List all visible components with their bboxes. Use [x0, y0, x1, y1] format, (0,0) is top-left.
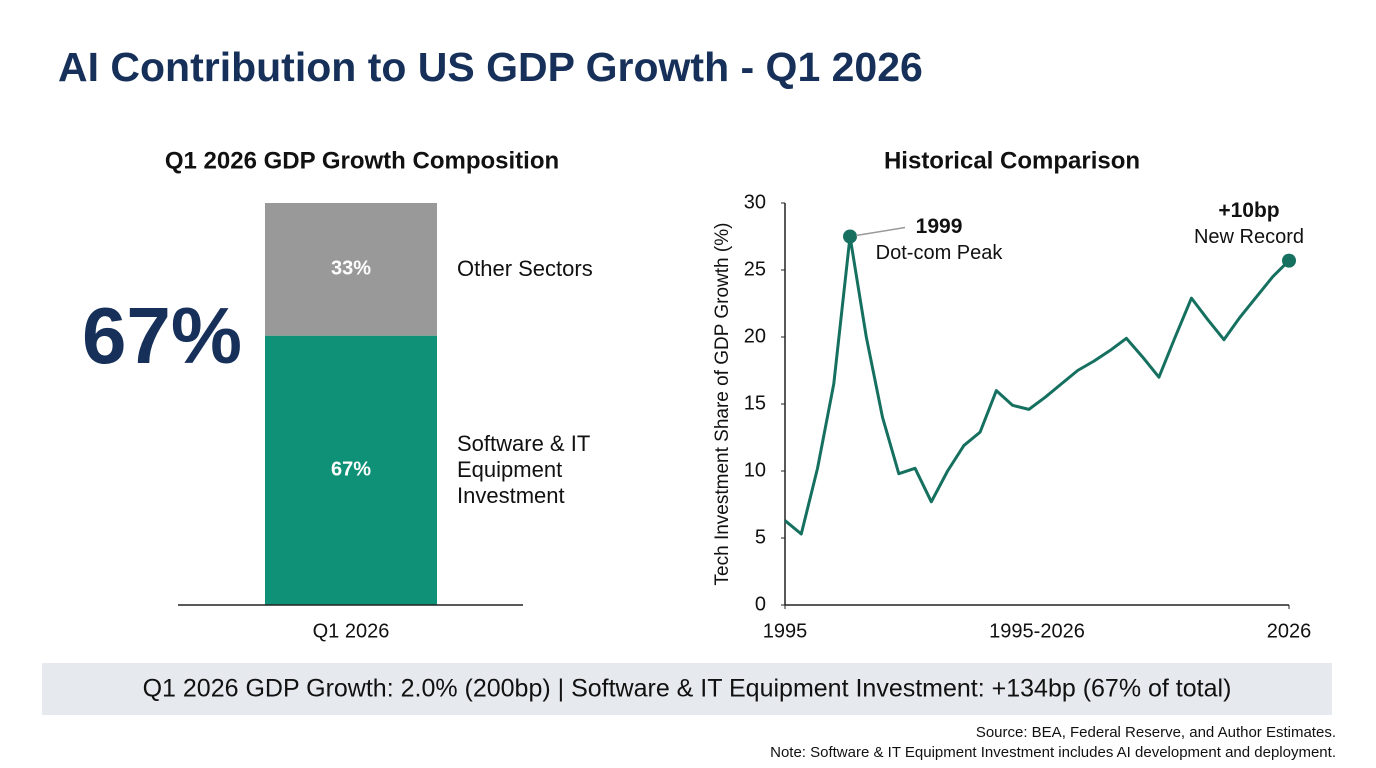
annotation-label: 1999 [916, 215, 963, 238]
highlight-point [843, 229, 858, 244]
data-label: 67% [331, 459, 371, 481]
series-label: Other Sectors [457, 256, 593, 282]
summary: Q1 2026 GDP Growth: 2.0% (200bp) | Softw… [143, 675, 1232, 703]
y-tick-label: 0 [755, 593, 766, 615]
series-label: Software & IT Equipment Investment [457, 431, 590, 509]
x-tick-label: 1995 [763, 620, 808, 642]
x-tick-label: Q1 2026 [313, 620, 390, 642]
y-tick-label: 10 [744, 459, 766, 481]
note: Note: Software & IT Equipment Investment… [770, 744, 1336, 761]
y-axis-label: Tech Investment Share of GDP Growth (%) [712, 223, 733, 586]
page-title: AI Contribution to US GDP Growth - Q1 20… [58, 44, 923, 90]
bar-segment [265, 335, 437, 605]
data-label: 33% [331, 258, 371, 280]
annotation-note: Dot-com Peak [876, 242, 1004, 264]
summary-banner [42, 663, 1332, 715]
leader [855, 226, 906, 237]
x-tick-label: 2026 [1267, 620, 1312, 642]
chart-title: Historical Comparison [884, 147, 1140, 174]
x-axis-label: 1995-2026 [989, 620, 1085, 642]
line [784, 235, 1291, 536]
y-tick-label: 30 [744, 191, 766, 213]
y-tick-label: 15 [744, 392, 766, 414]
y-tick-label: 20 [744, 325, 766, 347]
source: Source: BEA, Federal Reserve, and Author… [976, 724, 1336, 741]
chart-title: Q1 2026 GDP Growth Composition [165, 147, 559, 174]
y-tick-label: 25 [744, 258, 766, 280]
headline: 67% [82, 291, 242, 380]
annotation-note: New Record [1194, 226, 1304, 248]
bar-segment [265, 203, 437, 336]
annotation-label: +10bp [1218, 199, 1279, 222]
y-tick-label: 5 [755, 526, 766, 548]
highlight-point [1282, 253, 1296, 268]
